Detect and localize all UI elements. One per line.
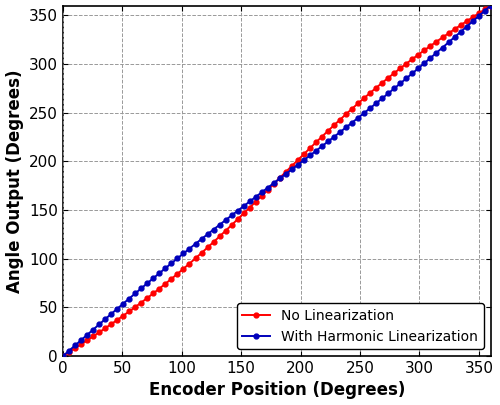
With Harmonic Linearization <box>301 158 307 162</box>
With Harmonic Linearization <box>60 354 66 358</box>
No Linearization <box>120 313 126 318</box>
With Harmonic Linearization <box>349 120 355 125</box>
With Harmonic Linearization <box>120 301 126 306</box>
No Linearization <box>349 106 355 111</box>
With Harmonic Linearization <box>204 232 210 237</box>
X-axis label: Encoder Position (Degrees): Encoder Position (Degrees) <box>148 382 405 399</box>
Y-axis label: Angle Output (Degrees): Angle Output (Degrees) <box>6 69 24 292</box>
Line: With Harmonic Linearization: With Harmonic Linearization <box>60 3 493 358</box>
With Harmonic Linearization <box>331 134 337 139</box>
No Linearization <box>331 123 337 128</box>
Legend: No Linearization, With Harmonic Linearization: No Linearization, With Harmonic Lineariz… <box>237 303 484 349</box>
Line: No Linearization: No Linearization <box>60 3 493 358</box>
No Linearization <box>162 281 168 286</box>
No Linearization <box>301 151 307 156</box>
No Linearization <box>204 245 210 250</box>
No Linearization <box>488 3 494 8</box>
No Linearization <box>60 354 66 358</box>
With Harmonic Linearization <box>488 3 494 8</box>
With Harmonic Linearization <box>162 266 168 271</box>
